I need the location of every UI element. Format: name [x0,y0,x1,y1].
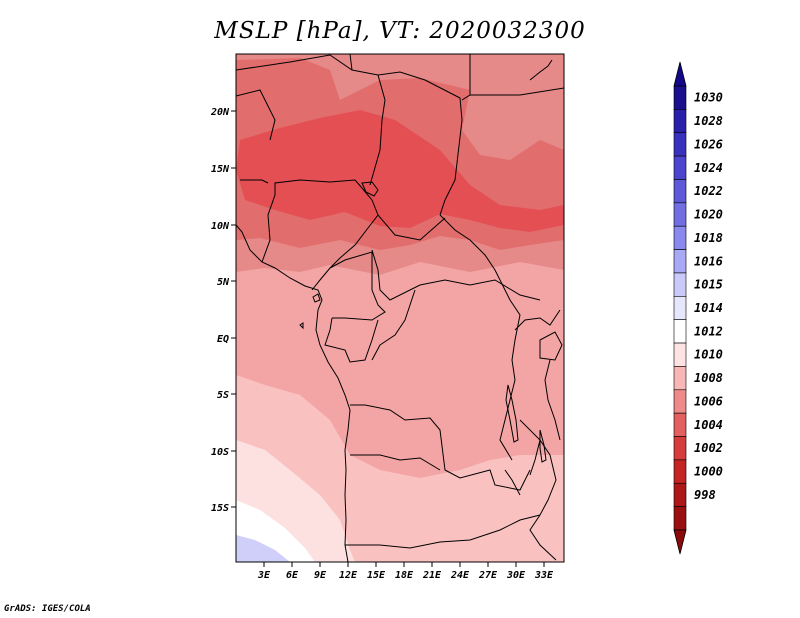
lake-tanganyika [505,384,519,443]
border-niger-chad [240,71,463,216]
colorbar-box [673,132,687,157]
colorbar-label: 1000 [694,465,723,479]
colorbar-top-arrow [673,61,687,87]
border-chad-sudan [439,214,501,281]
colorbar-label: 1002 [694,441,723,455]
lat-label-20n: 20N [210,107,230,118]
lon-label-12e: 12E [339,570,358,581]
lake-malawi [539,429,547,463]
lon-label-6e: 6E [286,570,299,581]
lon-label-18e: 18E [395,570,414,581]
colorbar-label: 1012 [694,324,723,338]
colorbar-label: 1010 [694,348,723,362]
colorbar-box [673,412,687,437]
lon-label-27e: 27E [478,570,498,581]
sao-tome-island [299,322,304,330]
colorbar-labels: 1030 1028 1026 1024 1022 1020 1018 1016 1015 1014… [694,91,723,502]
colorbar-label: 1022 [694,184,723,198]
colorbar-label: 1015 [694,278,723,292]
band-1018 [236,535,290,562]
border-car [371,214,541,301]
border-gabon-congo [324,289,416,363]
colorbar-bottom-arrow [673,529,687,555]
colorbar-box [673,296,687,320]
colorbar-label: 998 [694,488,716,502]
border-angola-zambia [345,454,541,549]
colorbar-label: 1030 [694,91,723,105]
band-1008-east [462,88,564,160]
band-1004 [236,110,564,232]
colorbar-label: 1026 [694,137,723,151]
border-cameroon [329,251,386,321]
colorbar-label: 1028 [694,114,723,128]
colorbar-label: 1006 [694,394,723,408]
colorbar-box [673,459,687,484]
colorbar-box [673,506,687,531]
latitude-axis: 20N 15N 10N 5N EQ 5S 10S 15S [210,107,236,514]
colorbar-box [673,342,687,367]
colorbar-box [673,389,687,414]
colorbar-box [673,366,687,391]
colorbar-label: 1024 [694,161,723,175]
lake-victoria [539,331,563,361]
border-mozambique [544,359,561,441]
country-borders [236,54,564,562]
pressure-field [236,54,564,562]
border-sudan-north [461,87,564,101]
lat-label-10n: 10N [211,221,230,232]
lat-label-5s: 5S [217,390,229,401]
border-nigeria [261,179,379,291]
lon-label-30e: 30E [506,570,526,581]
colorbar-box [673,482,687,507]
lat-label-5n: 5N [217,277,230,288]
lat-label-eq: EQ [217,334,229,345]
colorbar-box [673,249,687,274]
lake-chad [361,181,379,197]
map-title: MSLP [hPa], VT: 2020032300 [214,18,586,44]
colorbar-box [673,155,687,180]
lon-label-24e: 24E [450,570,470,581]
colorbar-box [673,202,687,227]
coastline-west-africa [236,224,351,562]
colorbar-label: 1004 [694,418,723,432]
border-se [529,439,557,561]
colorbar: 1030 1028 1026 1024 1022 1020 1018 1016 1015 1014… [673,61,723,555]
border-niger-north [236,54,379,76]
lon-label-9e: 9E [314,570,327,581]
colorbar-box [673,109,687,134]
colorbar-box [673,225,687,250]
lon-label-33e: 33E [534,570,554,581]
lon-label-21e: 21E [422,570,442,581]
colorbar-box [673,85,687,110]
grads-credit: GrADS: IGES/COLA [4,604,91,614]
lat-label-10s: 10S [211,447,229,458]
lat-label-15s: 15S [211,503,229,514]
bioko-island [312,293,321,303]
colorbar-label: 1018 [694,231,723,245]
colorbar-box [673,436,687,461]
colorbar-boxes [673,85,687,531]
lon-label-3e: 3E [257,570,271,581]
map-border [235,53,565,563]
colorbar-label: 1014 [694,301,723,315]
colorbar-label: 1020 [694,208,723,222]
colorbar-box [673,319,687,344]
longitude-axis: 3E 6E 9E 12E 15E 18E 21E 24E 27E 30E 33E [257,562,554,581]
colorbar-box [673,179,687,204]
border-drc [350,404,531,491]
lat-label-15n: 15N [211,164,230,175]
red-sea-coast [529,59,553,81]
colorbar-box [673,272,687,297]
colorbar-label: 1008 [694,371,723,385]
border-libya [236,54,353,141]
colorbar-label: 1016 [694,254,723,268]
border-east [499,279,521,461]
lon-label-15e: 15E [367,570,386,581]
